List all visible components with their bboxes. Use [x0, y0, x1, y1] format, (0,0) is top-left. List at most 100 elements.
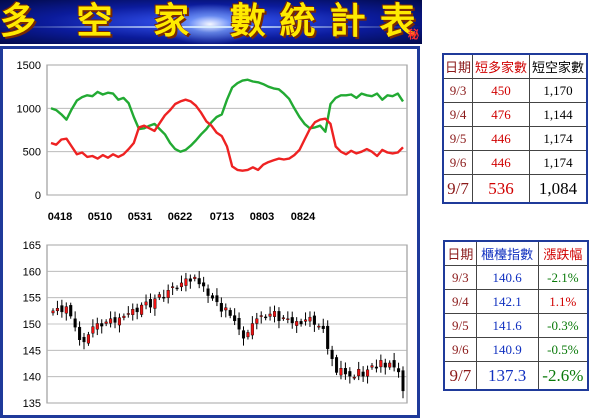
candle-body [241, 330, 246, 339]
banner-streak [0, 26, 422, 28]
cell-change: 1.1% [537, 289, 589, 314]
candle-body [321, 325, 325, 329]
candle-body [357, 369, 361, 377]
cell-short: 1,174 [528, 126, 588, 151]
candle-body [281, 317, 285, 319]
candle-body [126, 313, 130, 315]
candle-body [259, 315, 263, 317]
candle-body [352, 376, 356, 379]
candle-body [179, 282, 184, 288]
cell-short: 1,170 [528, 78, 588, 103]
bottom-y-tick-label: 150 [23, 319, 41, 331]
candle-body [370, 365, 374, 368]
candle-body [95, 323, 99, 330]
table-row: 9/3 140.6 -2.1% [443, 265, 589, 290]
table-row: 9/3 450 1,170 [442, 78, 588, 103]
candle-body [100, 323, 104, 327]
candle-body [122, 315, 126, 318]
candle-body [397, 368, 401, 373]
candle-body [131, 309, 135, 315]
candle-body [188, 278, 192, 282]
header-date: 日期 [443, 240, 477, 266]
top-x-tick-label: 0510 [88, 211, 112, 223]
cell-date: 9/3 [442, 78, 474, 103]
candle-body [171, 286, 175, 288]
cell-change: -0.5% [537, 337, 589, 362]
candle-body [55, 308, 59, 312]
candle-body [51, 310, 55, 314]
candle-body [184, 278, 188, 286]
candle-body [326, 325, 330, 349]
cell-long: 536 [472, 174, 530, 204]
bottom-y-tick-label: 145 [23, 345, 41, 357]
top-y-tick-label: 0 [35, 190, 41, 202]
bottom-y-tick-label: 155 [23, 293, 41, 305]
cell-long: 446 [472, 150, 530, 175]
table-header-row: 日期 短多家數 短空家數 [442, 53, 588, 79]
top-y-tick-label: 1000 [17, 103, 41, 115]
candle-body [304, 319, 308, 322]
cell-date: 9/4 [442, 102, 474, 127]
candle-body [166, 290, 170, 298]
candle-body [348, 371, 352, 377]
top-x-tick-label: 0824 [291, 211, 316, 223]
candle-body [64, 306, 68, 314]
candle-body [290, 317, 294, 324]
candle-body [153, 298, 157, 309]
candle-body [286, 318, 290, 320]
table-row: 9/4 476 1,144 [442, 102, 588, 127]
candle-body [339, 368, 343, 376]
breadth-table: 日期 短多家數 短空家數 9/3 450 1,170 9/4 476 1,144… [442, 53, 588, 204]
candle-body [383, 362, 387, 368]
cell-index: 137.3 [475, 361, 539, 391]
candle-body [215, 295, 219, 303]
candle-body [69, 305, 73, 317]
bottom-y-tick-label: 160 [23, 266, 41, 278]
cell-change: -2.1% [537, 265, 589, 290]
top-x-tick-label: 0531 [128, 211, 152, 223]
cell-date: 9/5 [443, 313, 477, 338]
candle-body [60, 305, 64, 313]
candle-body [330, 349, 334, 359]
candle-body [104, 321, 108, 324]
top-plot-area [46, 64, 408, 196]
header-short-count: 短空家數 [528, 53, 588, 79]
header-change-pct: 漲跌幅 [537, 240, 589, 266]
table-row: 9/6 446 1,174 [442, 150, 588, 175]
candle-body [224, 307, 228, 311]
chart-panel: 0 500 1000 1500 0418 0510 0531 0622 0713 0803 0824… [0, 46, 420, 418]
bottom-y-tick-label: 140 [23, 372, 41, 384]
cell-change: -2.6% [537, 361, 589, 391]
table-row: 9/6 140.9 -0.5% [443, 337, 589, 362]
candle-body [233, 315, 237, 322]
candle-body [193, 276, 197, 279]
bottom-y-tick-label: 135 [23, 398, 41, 410]
candle-body [148, 299, 152, 308]
cell-long: 446 [472, 126, 530, 151]
top-y-tick-label: 500 [23, 147, 41, 159]
candle-body [117, 317, 121, 326]
table-row-latest: 9/7 137.3 -2.6% [443, 361, 589, 391]
cell-index: 141.6 [475, 313, 539, 338]
title-banner: 多 空 家 數統計表 秘 [0, 0, 422, 44]
cell-short: 1,084 [528, 174, 588, 204]
header-otc-index: 櫃檯指數 [475, 240, 539, 266]
cell-date: 9/5 [442, 126, 474, 151]
candle-body [317, 325, 321, 328]
candle-body [312, 315, 316, 325]
table-row-latest: 9/7 536 1,084 [442, 174, 588, 204]
candle-body [206, 288, 210, 296]
banner-flare [150, 0, 270, 44]
candle-body [264, 316, 268, 319]
candle-body [299, 321, 303, 325]
candle-body [388, 362, 392, 368]
candle-body [197, 278, 201, 285]
candle-body [246, 332, 250, 338]
series-line-green [50, 78, 404, 153]
candle-body [82, 336, 86, 343]
cell-date: 9/3 [443, 265, 477, 290]
candle-body [175, 287, 179, 290]
table-header-row: 日期 櫃檯指數 漲跌幅 [443, 240, 589, 266]
candle-body [361, 371, 365, 377]
top-x-tick-label: 0803 [250, 211, 274, 223]
